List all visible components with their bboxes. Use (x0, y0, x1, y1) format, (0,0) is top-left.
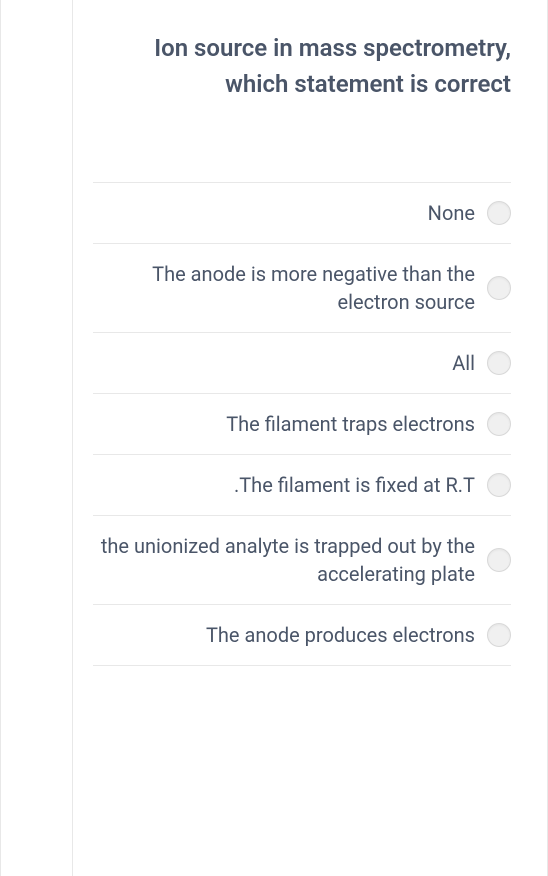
option-row[interactable]: the unionized analyte is trapped out by … (93, 515, 511, 604)
option-label: .The filament is fixed at R.T (93, 471, 475, 499)
option-label: the unionized analyte is trapped out by … (93, 532, 475, 588)
option-row[interactable]: The anode produces electrons (93, 604, 511, 666)
radio-button[interactable] (487, 412, 511, 436)
option-label: All (93, 349, 475, 377)
option-row[interactable]: The anode is more negative than the elec… (93, 243, 511, 332)
question-title: Ion source in mass spectrometry, which s… (93, 30, 511, 102)
radio-button[interactable] (487, 473, 511, 497)
radio-button[interactable] (487, 276, 511, 300)
option-label: The anode produces electrons (93, 621, 475, 649)
option-label: The filament traps electrons (93, 410, 475, 438)
radio-button[interactable] (487, 351, 511, 375)
option-label: The anode is more negative than the elec… (93, 260, 475, 316)
left-gutter (1, 0, 73, 876)
option-row[interactable]: None (93, 182, 511, 243)
option-row[interactable]: All (93, 332, 511, 393)
content-area: Ion source in mass spectrometry, which s… (73, 0, 547, 876)
option-row[interactable]: The filament traps electrons (93, 393, 511, 454)
options-list: None The anode is more negative than the… (93, 182, 511, 666)
radio-button[interactable] (487, 623, 511, 647)
option-label: None (93, 199, 475, 227)
question-frame: Ion source in mass spectrometry, which s… (0, 0, 548, 876)
radio-button[interactable] (487, 201, 511, 225)
option-row[interactable]: .The filament is fixed at R.T (93, 454, 511, 515)
radio-button[interactable] (487, 548, 511, 572)
